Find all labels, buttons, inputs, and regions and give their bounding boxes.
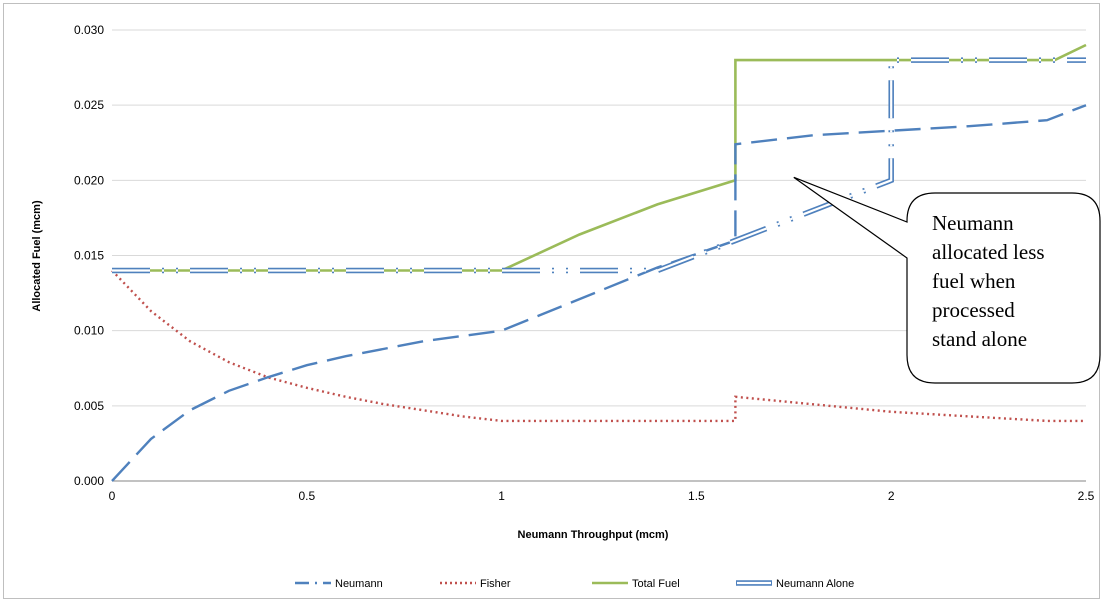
x-tick-label: 2.5 — [1078, 489, 1095, 503]
y-tick-label: 0.010 — [74, 324, 104, 338]
callout-annotation: Neumann allocated less fuel when processed s… — [793, 176, 1101, 384]
legend-item-neumann: Neumann — [295, 578, 383, 590]
x-tick-label: 1 — [498, 489, 505, 503]
y-tick-label: 0.015 — [74, 249, 104, 263]
legend-label: Neumann Alone — [776, 578, 854, 590]
x-tick-label: 0.5 — [298, 489, 315, 503]
tick-labels: 0.000 0.005 0.010 0.015 0.020 0.025 0.030 0 0.5 1… — [74, 23, 1095, 503]
y-tick-label: 0.020 — [74, 173, 104, 187]
series-neumann-alone-inner — [112, 59, 1086, 272]
series-fisher — [111, 269, 1086, 423]
legend-label: Neumann — [335, 578, 383, 590]
callout-box — [793, 176, 1101, 384]
y-axis-title: Allocated Fuel (mcm) — [31, 200, 43, 312]
y-tick-label: 0.025 — [74, 98, 104, 112]
x-tick-label: 0 — [109, 489, 116, 503]
x-tick-label: 2 — [888, 489, 895, 503]
legend-label: Fisher — [480, 578, 511, 590]
legend-item-fisher: Fisher — [440, 578, 511, 590]
series-group — [111, 43, 1087, 482]
y-tick-label: 0.030 — [74, 23, 104, 37]
legend: Neumann Fisher Total Fuel Neumann Alone — [295, 578, 854, 590]
callout-text-line: stand alone — [932, 327, 1027, 351]
callout-text-line: allocated less — [932, 240, 1045, 264]
legend-item-total-fuel: Total Fuel — [592, 578, 680, 590]
callout-text-line: processed — [932, 298, 1015, 322]
callout-text-line: fuel when — [932, 269, 1016, 293]
x-tick-label: 1.5 — [688, 489, 705, 503]
legend-item-neumann-alone: Neumann Alone — [736, 578, 854, 590]
legend-label: Total Fuel — [632, 578, 680, 590]
y-tick-label: 0.000 — [74, 474, 104, 488]
x-axis-title: Neumann Throughput (mcm) — [518, 529, 669, 541]
callout-text-line: Neumann — [932, 211, 1014, 235]
series-neumann — [111, 104, 1087, 482]
y-tick-label: 0.005 — [74, 399, 104, 413]
